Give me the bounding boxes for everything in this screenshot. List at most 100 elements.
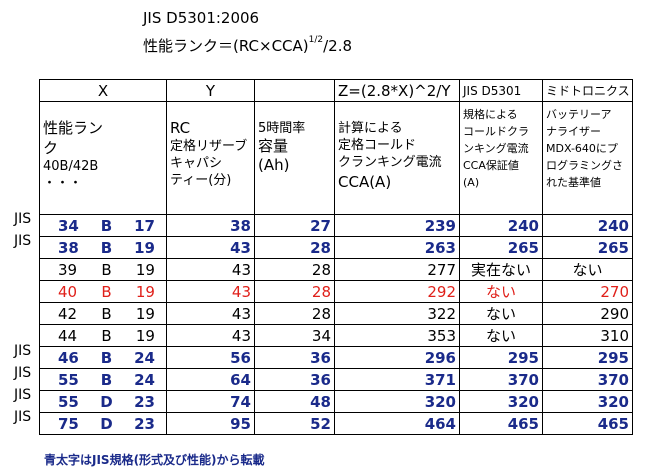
formula-main: 性能ランク＝(RC×CCA) <box>143 37 309 55</box>
desc-jis: 規格による コールドクラ ンキング電流 CCA保証値 (A) <box>459 101 543 215</box>
side-label: JIS <box>14 409 32 425</box>
desc-x-line2: ク <box>43 139 59 157</box>
cell-jis: ない <box>459 302 543 325</box>
cell-midtronics: 290 <box>542 302 633 325</box>
cell-ah: 34 <box>254 324 335 347</box>
cell-rc: 43 <box>166 302 255 325</box>
cell-cca: 464 <box>334 412 460 435</box>
size-b: B <box>101 260 112 279</box>
size-len: 23 <box>134 414 155 433</box>
title-formula: 性能ランク＝(RC×CCA)1/2/2.8 <box>143 35 352 56</box>
cell-size: 55 B 24 <box>39 368 167 391</box>
table-row: 55 B 24 64 36 371 370 370 <box>39 368 633 391</box>
cell-midtronics: 240 <box>542 214 633 237</box>
side-label: JIS <box>14 343 32 359</box>
size-len: 19 <box>135 304 155 323</box>
header-x: X <box>39 79 167 102</box>
table-row: 75 D 23 95 52 464 465 465 <box>39 412 633 435</box>
cell-jis: ない <box>459 280 543 303</box>
cell-cca: 277 <box>334 258 460 281</box>
cell-ah: 36 <box>254 346 335 369</box>
size-len: 24 <box>134 370 155 389</box>
title-standard: JIS D5301:2006 <box>143 9 260 27</box>
battery-size: 75 D 23 <box>41 414 164 433</box>
table-row: 38 B 19 43 28 263 265 265 <box>39 236 633 259</box>
size-len: 23 <box>134 392 155 411</box>
side-label: JIS <box>14 365 32 381</box>
cell-rc: 43 <box>166 280 255 303</box>
cell-jis: 実在ない <box>459 258 543 281</box>
size-rank: 40 <box>58 282 78 301</box>
battery-size: 44 B 19 <box>41 326 164 345</box>
cell-cca: 320 <box>334 390 460 413</box>
cell-ah: 36 <box>254 368 335 391</box>
cell-rc: 95 <box>166 412 255 435</box>
cell-jis: 295 <box>459 346 543 369</box>
size-len: 19 <box>135 260 155 279</box>
size-rank: 46 <box>58 348 79 367</box>
side-label: JIS <box>14 233 32 249</box>
header-midtronics: ミドトロニクス <box>542 79 633 102</box>
desc-y-line1: RC <box>170 119 191 137</box>
desc-jis-line4: CCA保証値 <box>463 159 519 172</box>
header-y: Y <box>166 79 255 102</box>
cell-rc: 38 <box>166 214 255 237</box>
header-z: Z=(2.8*X)^2/Y <box>334 79 460 102</box>
cell-rc: 74 <box>166 390 255 413</box>
cell-jis: 465 <box>459 412 543 435</box>
cell-ah: 28 <box>254 280 335 303</box>
cell-ah: 48 <box>254 390 335 413</box>
battery-size: 40 B 19 <box>41 282 164 301</box>
cell-midtronics: 270 <box>542 280 633 303</box>
size-b: B <box>100 238 113 257</box>
battery-size: 34 B 17 <box>41 216 164 235</box>
desc-y-line3: キャパシ <box>170 156 223 171</box>
battery-size: 46 B 24 <box>41 348 164 367</box>
cell-rc: 64 <box>166 368 255 391</box>
cell-ah: 28 <box>254 302 335 325</box>
desc-jis-line1: 規格による <box>463 108 518 121</box>
size-rank: 39 <box>58 260 78 279</box>
desc-ah: 5時間率 容量 (Ah) <box>254 101 335 215</box>
table-row: 39 B 19 43 28 277 実在ない ない <box>39 258 633 281</box>
cell-size: 55 D 23 <box>39 390 167 413</box>
cell-size: 39 B 19 <box>39 258 167 281</box>
cell-size: 34 B 17 <box>39 214 167 237</box>
header-row-letters: X Y Z=(2.8*X)^2/Y JIS D5301 ミドトロニクス <box>39 79 633 102</box>
size-rank: 34 <box>58 216 79 235</box>
desc-x-line1: 性能ラン <box>43 119 104 137</box>
desc-mid-line5: れた基準値 <box>546 176 601 189</box>
cell-midtronics: 295 <box>542 346 633 369</box>
size-b: B <box>101 326 112 345</box>
cell-ah: 52 <box>254 412 335 435</box>
battery-size: 55 D 23 <box>41 392 164 411</box>
cell-midtronics: 320 <box>542 390 633 413</box>
desc-z-line4: CCA(A) <box>338 173 392 191</box>
table-row: 34 B 17 38 27 239 240 240 <box>39 214 633 237</box>
desc-mid-line1: バッテリーア <box>546 108 612 121</box>
cell-size: 75 D 23 <box>39 412 167 435</box>
desc-z: 計算による 定格コールド クランキング電流 CCA(A) <box>334 101 460 215</box>
desc-y: RC 定格リザーブ キャパシ ティー(分) <box>166 101 255 215</box>
battery-size: 39 B 19 <box>41 260 164 279</box>
cell-cca: 292 <box>334 280 460 303</box>
desc-z-line1: 計算による <box>338 121 403 136</box>
size-b: B <box>101 304 112 323</box>
desc-midtronics: バッテリーア ナライザー MDX-640にプ ログラミングさ れた基準値 <box>542 101 633 215</box>
cell-rc: 43 <box>166 258 255 281</box>
cell-ah: 27 <box>254 214 335 237</box>
desc-y-line2: 定格リザーブ <box>170 139 248 154</box>
size-rank: 75 <box>58 414 79 433</box>
cell-size: 46 B 24 <box>39 346 167 369</box>
table-row: 42 B 19 43 28 322 ない 290 <box>39 302 633 325</box>
cell-midtronics: 465 <box>542 412 633 435</box>
battery-size: 38 B 19 <box>41 238 164 257</box>
cell-jis: 265 <box>459 236 543 259</box>
battery-size: 42 B 19 <box>41 304 164 323</box>
desc-ah-line3: (Ah) <box>258 156 290 174</box>
desc-jis-line3: ンキング電流 <box>463 142 529 155</box>
size-b: B <box>100 348 113 367</box>
desc-ah-line1: 5時間率 <box>258 121 306 136</box>
cell-cca: 322 <box>334 302 460 325</box>
cell-size: 38 B 19 <box>39 236 167 259</box>
